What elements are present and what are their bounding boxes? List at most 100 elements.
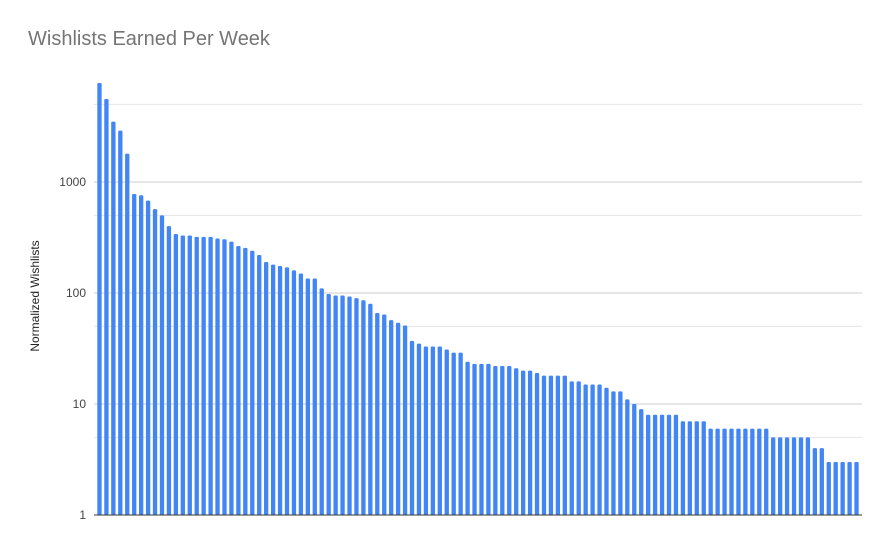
- bar: [847, 462, 852, 515]
- bar: [618, 391, 623, 515]
- bar: [145, 200, 151, 515]
- bar: [701, 421, 706, 515]
- bar: [375, 313, 380, 515]
- bar: [840, 462, 845, 515]
- bar: [451, 352, 456, 515]
- bar: [319, 288, 324, 515]
- bar: [764, 428, 769, 515]
- bar: [187, 235, 192, 515]
- bar: [736, 428, 741, 515]
- bar: [382, 314, 387, 515]
- bar: [743, 428, 748, 515]
- bar: [652, 414, 658, 515]
- bar: [729, 428, 734, 515]
- bar: [215, 238, 220, 515]
- bar: [159, 215, 165, 515]
- bar: [694, 421, 699, 515]
- bar: [347, 296, 352, 515]
- y-tick-label: 100: [66, 286, 86, 300]
- bar: [416, 343, 422, 515]
- bar: [132, 193, 137, 516]
- bar: [757, 428, 762, 515]
- bar: [708, 428, 713, 515]
- bar: [680, 421, 686, 515]
- bar: [527, 370, 533, 515]
- bar: [812, 448, 818, 515]
- bar: [166, 226, 172, 516]
- bar: [500, 365, 505, 515]
- bar: [791, 437, 797, 515]
- bar: [125, 153, 130, 515]
- bar: [326, 293, 331, 515]
- bar: [520, 370, 526, 515]
- bar: [507, 365, 512, 515]
- bar: [833, 462, 838, 515]
- bar: [750, 428, 755, 515]
- y-tick-label: 1: [79, 508, 86, 522]
- bar: [673, 414, 679, 515]
- bar: [243, 247, 248, 515]
- bar: [458, 352, 463, 515]
- bar: [465, 361, 470, 515]
- y-tick-label: 10: [73, 397, 87, 411]
- bar: [583, 384, 588, 515]
- bar: [639, 409, 644, 515]
- bar: [368, 303, 373, 515]
- bar: [236, 246, 241, 515]
- bar: [97, 82, 102, 515]
- bar: [104, 98, 109, 515]
- bar: [514, 368, 519, 515]
- bar: [423, 346, 429, 515]
- bar: [333, 295, 338, 515]
- bar: [298, 273, 304, 515]
- bar: [541, 375, 547, 515]
- bar: [138, 195, 144, 516]
- bar: [257, 254, 262, 516]
- bar: [437, 346, 442, 515]
- bar: [611, 391, 616, 515]
- bar: [646, 414, 651, 515]
- bar: [180, 235, 185, 515]
- bar: [722, 428, 727, 515]
- bar: [173, 234, 179, 515]
- bar: [854, 462, 859, 515]
- bar: [277, 266, 283, 515]
- bar: [687, 421, 692, 515]
- bar: [208, 236, 213, 515]
- bar: [604, 387, 609, 515]
- bar: [270, 264, 276, 515]
- bar: [305, 278, 310, 515]
- bar: [590, 384, 595, 515]
- bar: [493, 365, 498, 515]
- bar: [666, 414, 672, 515]
- bar: [777, 437, 783, 515]
- bar: [555, 375, 561, 515]
- bar: [715, 428, 720, 515]
- bar: [430, 346, 436, 515]
- bar: [479, 363, 484, 515]
- bar: [805, 437, 811, 515]
- bar: [548, 375, 554, 515]
- bar: [472, 363, 477, 515]
- bar: [291, 270, 297, 515]
- bar: [312, 278, 317, 515]
- chart-title: Wishlists Earned Per Week: [28, 28, 270, 50]
- bar: [354, 298, 359, 515]
- y-tick-label: 1000: [59, 175, 86, 189]
- bar: [250, 250, 255, 516]
- bar: [409, 340, 415, 515]
- bar: [395, 322, 401, 515]
- bar: [389, 320, 394, 515]
- bar: [118, 130, 123, 516]
- bar: [562, 375, 567, 515]
- bar: [826, 462, 831, 515]
- bar: [625, 399, 630, 515]
- bar: [229, 241, 234, 516]
- bar: [111, 121, 116, 516]
- bar: [222, 239, 227, 516]
- bar: [402, 325, 408, 515]
- bar: [771, 437, 776, 515]
- bar: [534, 373, 540, 515]
- bar: [284, 267, 290, 515]
